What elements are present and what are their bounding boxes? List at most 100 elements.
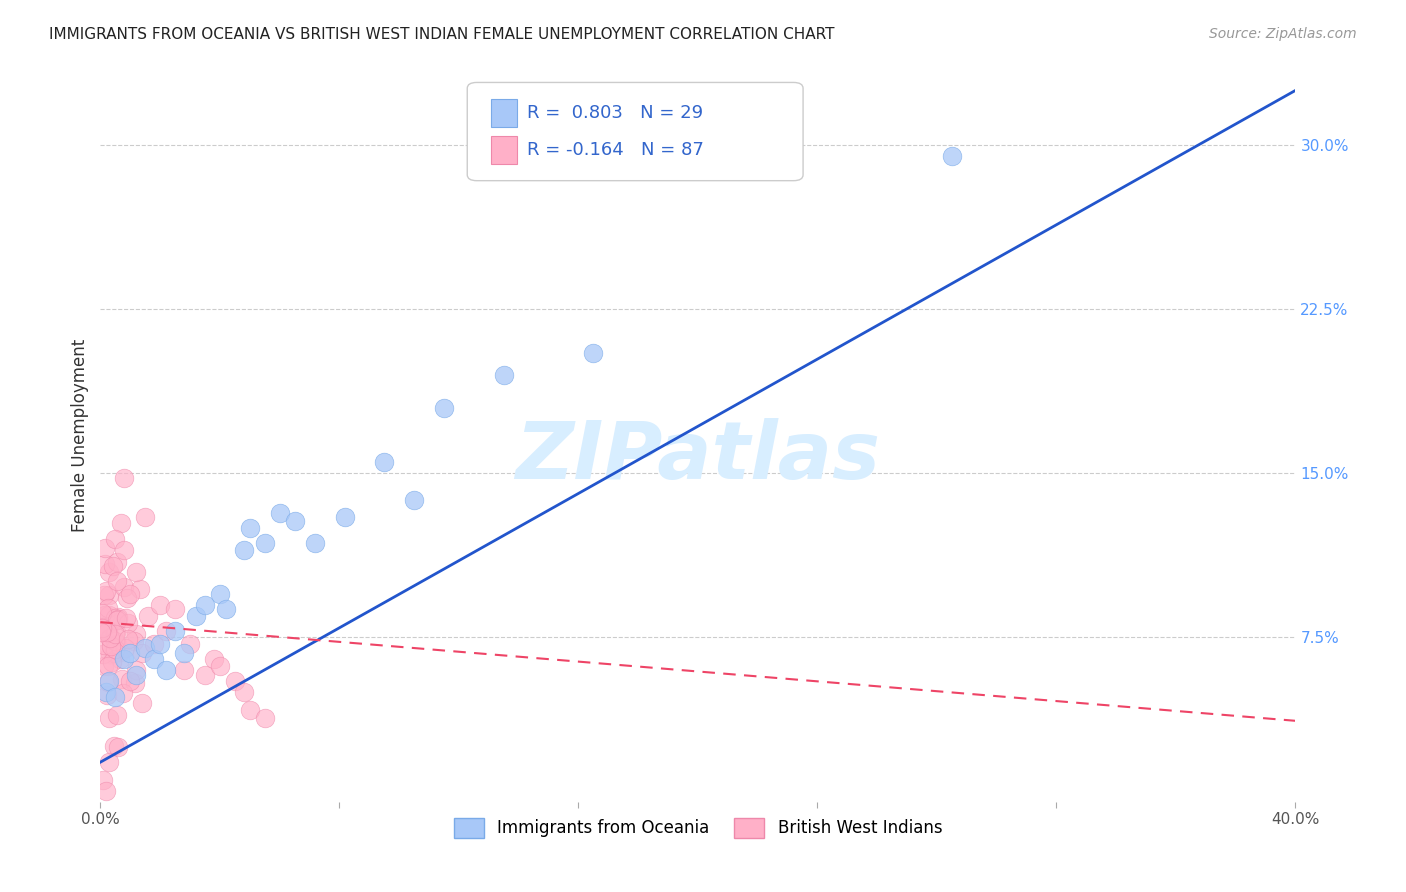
Point — [111, 673, 134, 687]
Point — [215, 602, 238, 616]
Point — [93, 659, 115, 673]
Point — [94, 608, 117, 623]
Point — [100, 639, 122, 653]
Text: R =  0.803   N = 29: R = 0.803 N = 29 — [527, 104, 703, 122]
Point — [125, 663, 148, 677]
Text: ZIPatlas: ZIPatlas — [516, 418, 880, 496]
Point — [98, 755, 121, 769]
Point — [90, 625, 112, 640]
Point — [304, 536, 326, 550]
Point — [239, 703, 262, 717]
Point — [194, 598, 217, 612]
Point — [97, 565, 120, 579]
Point — [91, 621, 114, 635]
Point — [253, 711, 276, 725]
Point — [94, 608, 117, 623]
Point — [105, 556, 128, 570]
Point — [96, 685, 118, 699]
Point — [129, 582, 152, 596]
Point — [97, 675, 120, 690]
Point — [373, 455, 395, 469]
Point — [582, 346, 605, 360]
Point — [941, 149, 963, 163]
Point — [103, 646, 125, 660]
Point — [173, 646, 195, 660]
Point — [208, 587, 231, 601]
Point — [125, 627, 148, 641]
Point — [94, 541, 117, 556]
FancyBboxPatch shape — [491, 99, 517, 128]
Point — [124, 676, 146, 690]
Point — [112, 686, 135, 700]
Point — [105, 707, 128, 722]
Point — [107, 612, 129, 626]
Point — [97, 608, 120, 623]
Point — [100, 631, 122, 645]
Point — [179, 637, 201, 651]
Point — [232, 543, 254, 558]
Point — [104, 634, 127, 648]
Point — [149, 637, 172, 651]
Point — [134, 510, 156, 524]
Point — [98, 674, 121, 689]
Point — [96, 625, 118, 640]
Point — [283, 515, 305, 529]
Point — [125, 565, 148, 579]
Point — [104, 532, 127, 546]
Point — [239, 521, 262, 535]
Point — [103, 739, 125, 753]
Point — [134, 641, 156, 656]
Point — [163, 624, 186, 638]
Point — [253, 536, 276, 550]
Point — [93, 588, 115, 602]
Point — [103, 559, 125, 574]
Text: Source: ZipAtlas.com: Source: ZipAtlas.com — [1209, 27, 1357, 41]
Legend: Immigrants from Oceania, British West Indians: Immigrants from Oceania, British West In… — [447, 811, 949, 845]
Point — [91, 772, 114, 787]
Point — [114, 641, 136, 656]
Point — [232, 685, 254, 699]
Point — [120, 646, 142, 660]
Point — [173, 663, 195, 677]
Point — [492, 368, 515, 382]
Point — [96, 783, 118, 797]
Point — [120, 674, 142, 689]
Point — [269, 506, 291, 520]
Point — [104, 625, 127, 640]
Point — [208, 659, 231, 673]
Point — [136, 608, 159, 623]
Point — [117, 616, 139, 631]
Point — [335, 510, 357, 524]
Point — [149, 598, 172, 612]
Point — [97, 588, 120, 602]
Point — [184, 608, 207, 623]
Point — [96, 688, 118, 702]
Point — [155, 624, 177, 638]
Point — [104, 611, 127, 625]
Point — [104, 627, 127, 641]
Point — [98, 632, 121, 646]
Point — [93, 620, 115, 634]
Point — [107, 739, 129, 754]
Point — [91, 620, 114, 634]
Text: IMMIGRANTS FROM OCEANIA VS BRITISH WEST INDIAN FEMALE UNEMPLOYMENT CORRELATION C: IMMIGRANTS FROM OCEANIA VS BRITISH WEST … — [49, 27, 835, 42]
Point — [402, 492, 425, 507]
Point — [122, 633, 145, 648]
Point — [104, 690, 127, 704]
Point — [94, 557, 117, 571]
Point — [117, 632, 139, 647]
Point — [131, 646, 153, 660]
Point — [433, 401, 456, 415]
Text: R = -0.164   N = 87: R = -0.164 N = 87 — [527, 141, 704, 159]
Point — [194, 667, 217, 681]
FancyBboxPatch shape — [491, 136, 517, 164]
Point — [112, 580, 135, 594]
Point — [97, 624, 120, 638]
Point — [105, 637, 128, 651]
Point — [115, 610, 138, 624]
Point — [120, 587, 142, 601]
Point — [155, 663, 177, 677]
Point — [163, 602, 186, 616]
Point — [107, 609, 129, 624]
Point — [91, 620, 114, 634]
